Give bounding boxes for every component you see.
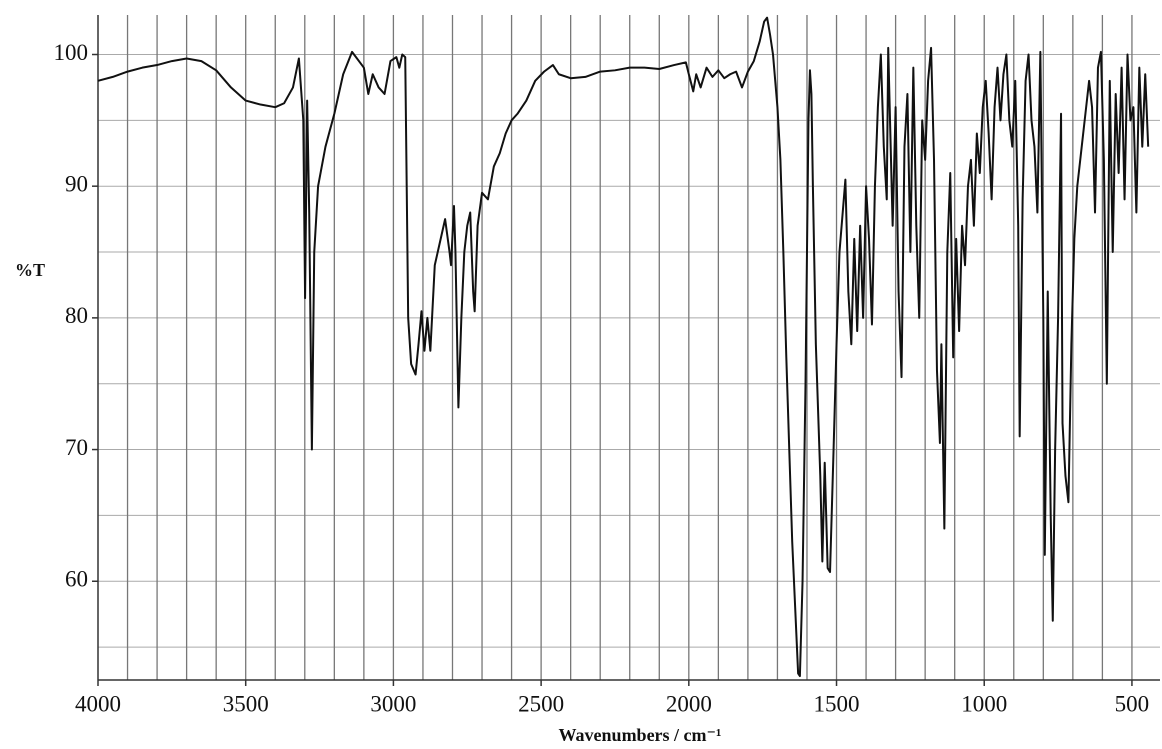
y-tick-label: 80 [65,303,88,328]
y-tick-label: 70 [65,435,88,460]
x-tick-label: 2000 [666,691,712,716]
y-axis-label: %T [15,260,45,280]
x-tick-label: 500 [1115,691,1150,716]
spectrum-line [97,16,1150,678]
x-axis-label: Wavenumbers / cm⁻¹ [559,725,722,745]
x-tick-label: 3000 [370,691,416,716]
x-tick-label: 4000 [75,691,121,716]
x-tick-label: 1500 [814,691,860,716]
y-tick-label: 60 [65,567,88,592]
x-tick-label: 1000 [961,691,1007,716]
x-tick-label: 3500 [223,691,269,716]
x-tick-label: 2500 [518,691,564,716]
y-tick-label: 90 [65,171,88,196]
y-tick-label: 100 [54,40,89,65]
